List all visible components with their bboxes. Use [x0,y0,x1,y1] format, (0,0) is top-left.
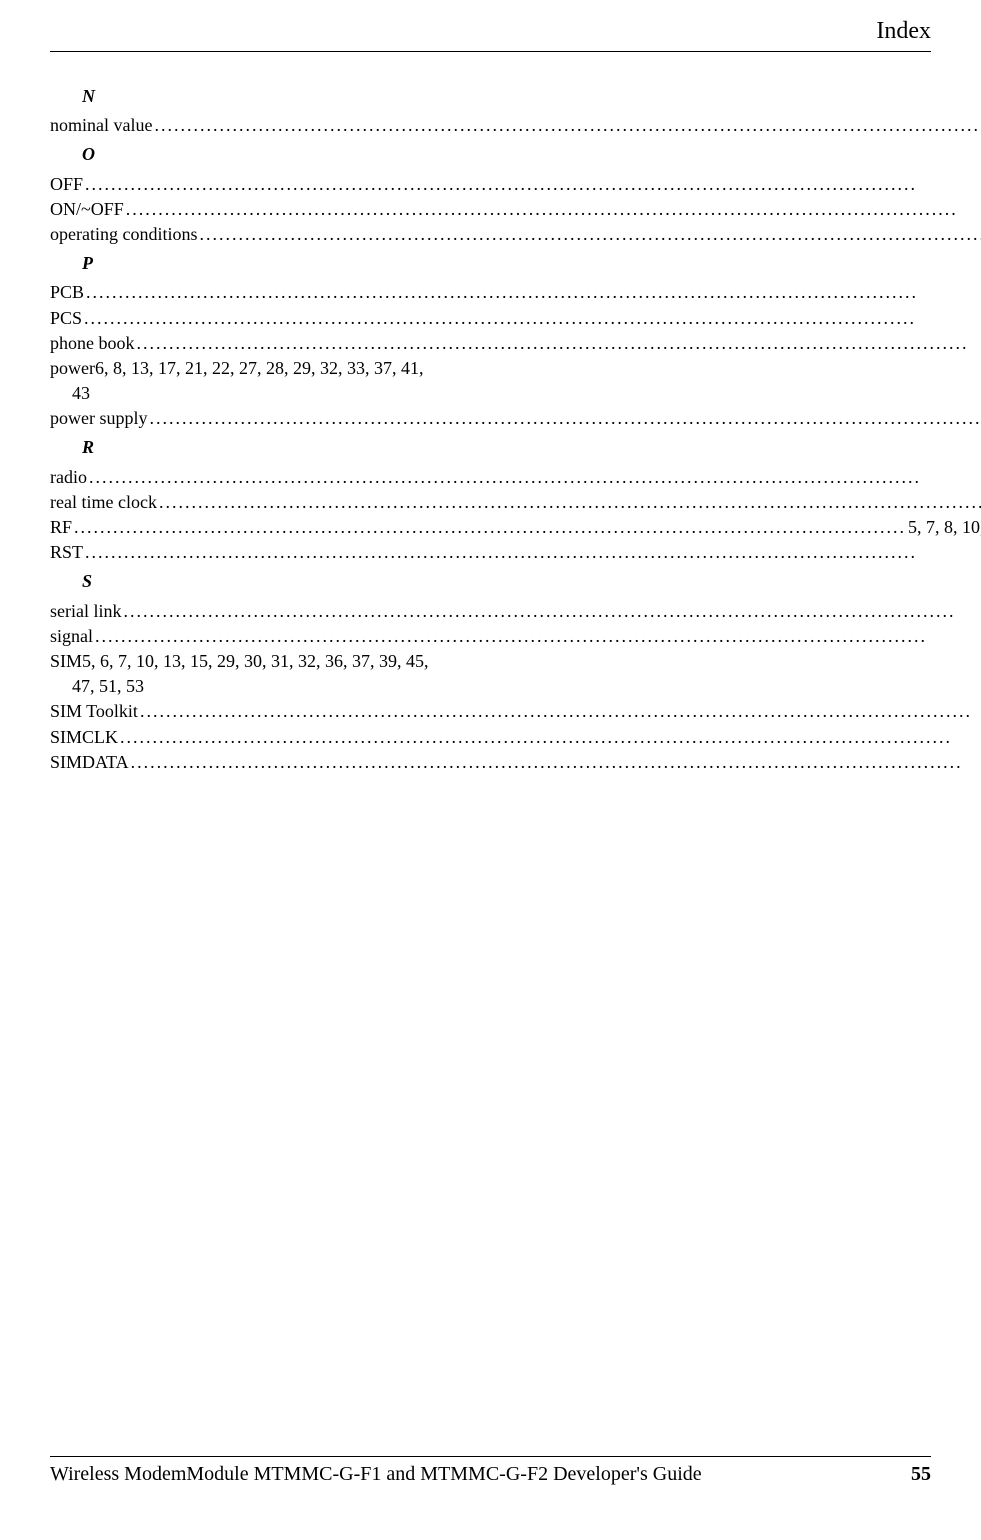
index-term: PCB [50,280,84,305]
index-term: phone book [50,331,135,356]
index-section-letter: R [50,431,981,464]
index-term: PCS [50,306,82,331]
index-section-letter: P [50,247,981,280]
index-leader-dots [197,222,981,247]
index-leader-dots [82,306,981,331]
index-entry: operating conditions 43 [50,222,981,247]
index-term: signal [50,624,93,649]
index-term: serial link [50,599,121,624]
index-term: RF [50,515,72,540]
index-entry: SIMCLK 15, 29, 30, 32 [50,725,981,750]
index-leader-dots [135,331,981,356]
index-leader-dots [157,490,981,515]
index-term: operating conditions [50,222,197,247]
footer-page-number: 55 [911,1463,931,1486]
page-header: Index [50,18,931,52]
index-entry: PCB 10, 53 [50,280,981,305]
index-term: power supply [50,406,148,431]
index-leader-dots [129,750,981,775]
index-entry: real time clock 8 [50,490,981,515]
index-entry: power supply 17, 29, 32 [50,406,981,431]
index-pages: 5, 7, 8, 10, 13, 33, 37, 41, 42, 43, 44,… [908,515,981,540]
page-footer: Wireless ModemModule MTMMC-G-F1 and MTMM… [50,1456,931,1486]
index-term: nominal value [50,113,152,138]
index-entry: RST 14, 22, 23, 30 [50,540,981,565]
index-entry: serial link 7, 19, 37, 38 [50,599,981,624]
index-leader-dots [121,599,981,624]
index-entry: PCS 33, 43 [50,306,981,331]
index-entry: OFF 14, 20, 21, 23, 38, 42 [50,172,981,197]
index-leader-dots [83,540,981,565]
index-leader-dots [124,197,981,222]
index-term: RST [50,540,83,565]
index-leader-dots [152,113,981,138]
index-entry: SIM Toolkit 7, 51 [50,699,981,724]
index-leader-dots [87,465,981,490]
index-term: SIM Toolkit [50,699,138,724]
index-columns: Nnominal value 17OOFF 14, 20, 21, 23, 38… [50,80,931,775]
index-term: radio [50,465,87,490]
index-entry-wrap-line2: 47, 51, 53 [50,674,981,699]
index-leader-dots [148,406,981,431]
index-entry: phone book 7, 8 [50,331,981,356]
index-leader-dots [84,280,981,305]
index-entry: RF 5, 7, 8, 10, 13, 33, 37, 41, 42, 43, … [50,515,981,540]
footer-text: Wireless ModemModule MTMMC-G-F1 and MTMM… [50,1463,702,1486]
index-entry: ON/~OFF 14, 20 [50,197,981,222]
index-term: SIMDATA [50,750,129,775]
index-entry: signal 20, 22, 23, 29, 31, 32 [50,624,981,649]
index-leader-dots [138,699,981,724]
index-entry: nominal value 17 [50,113,981,138]
index-leader-dots [93,624,981,649]
index-leader-dots [118,725,981,750]
header-title: Index [876,18,931,44]
index-entry-wrap-line1: SIM5, 6, 7, 10, 13, 15, 29, 30, 31, 32, … [50,649,981,674]
index-entry-wrap-line2: 43 [50,381,981,406]
index-term: ON/~OFF [50,197,124,222]
index-section-letter: N [50,80,981,113]
index-term: real time clock [50,490,157,515]
index-entry-wrap-line1: power6, 8, 13, 17, 21, 22, 27, 28, 29, 3… [50,356,981,381]
index-entry: radio 41, 42, 43, 47 [50,465,981,490]
index-term: SIMCLK [50,725,118,750]
index-leader-dots [72,515,908,540]
index-term: OFF [50,172,83,197]
index-section-letter: O [50,138,981,171]
index-section-letter: S [50,565,981,598]
index-column-left: Nnominal value 17OOFF 14, 20, 21, 23, 38… [50,80,981,775]
index-entry: SIMDATA 15, 29, 30, 32 [50,750,981,775]
index-leader-dots [83,172,981,197]
